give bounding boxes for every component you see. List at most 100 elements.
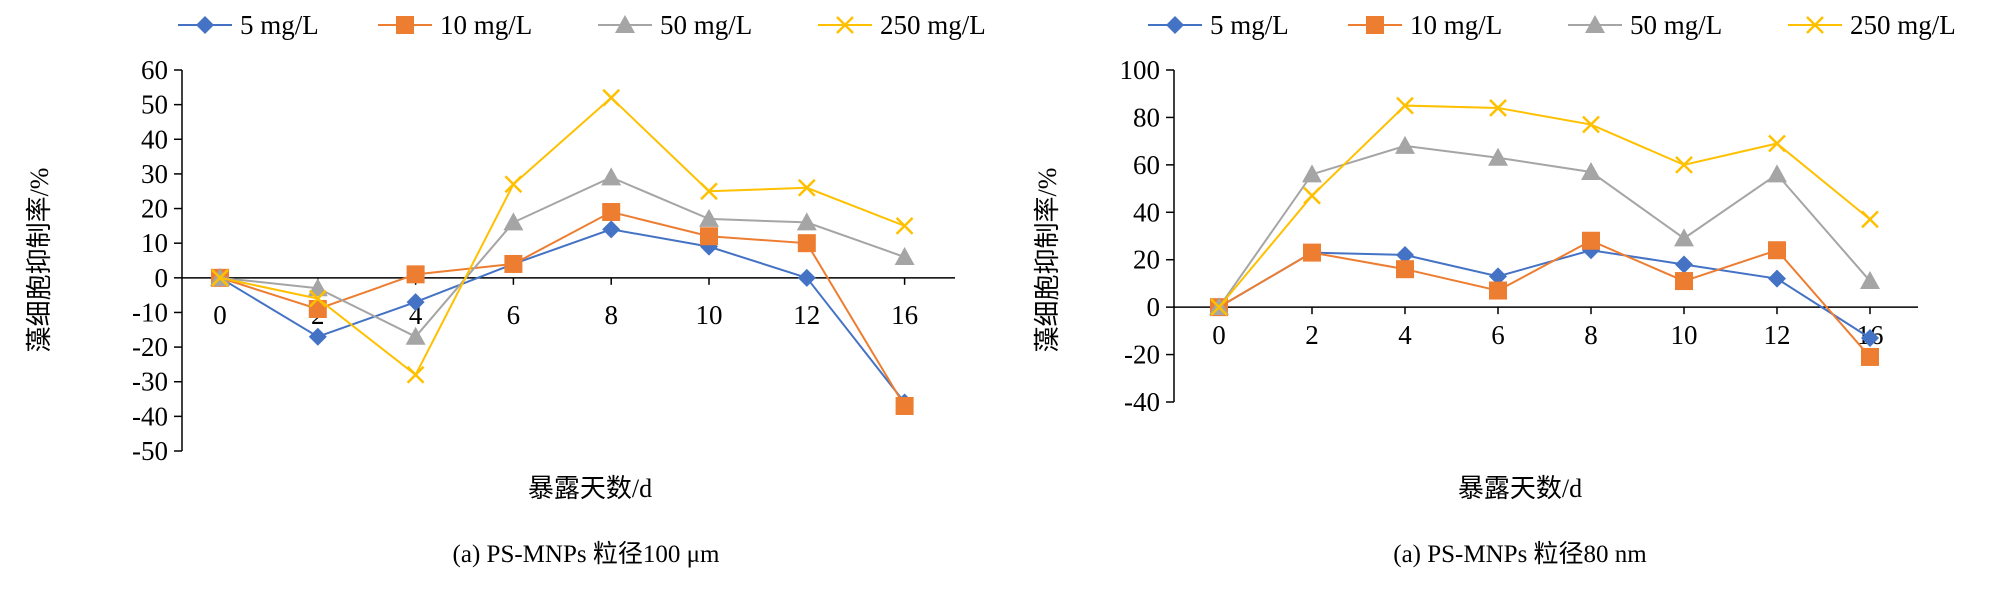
data-point <box>895 396 914 415</box>
x-tick-label: 16 <box>891 300 918 330</box>
data-point <box>211 268 229 287</box>
y-tick-label: -20 <box>1124 340 1160 370</box>
data-point <box>1396 245 1414 264</box>
data-point <box>1210 298 1228 317</box>
series-layer <box>210 88 915 415</box>
data-point <box>1303 186 1321 205</box>
x-tick-label: 10 <box>696 300 723 330</box>
data-point <box>308 327 327 346</box>
data-point <box>797 178 816 197</box>
legend-marker <box>1585 15 1605 33</box>
y-tick-label: 50 <box>141 90 168 120</box>
series-250-mg-per-L <box>211 88 914 384</box>
y-tick-label: -50 <box>132 436 168 466</box>
series-line <box>1218 144 1871 308</box>
legend-marker <box>836 16 854 34</box>
legend: 5 mg/L 10 mg/L 50 mg/L 250 mg/L <box>1148 10 1956 40</box>
y-tick-label: 20 <box>1133 245 1160 275</box>
legend-marker <box>396 16 414 34</box>
data-point <box>1675 255 1693 274</box>
data-point <box>1860 271 1880 290</box>
data-point <box>1675 272 1693 291</box>
y-tick-label: 0 <box>155 263 169 293</box>
data-point <box>895 216 914 235</box>
x-axis-label: 暴露天数/d <box>1458 474 1582 503</box>
x-tick-label: 2 <box>1305 320 1319 350</box>
x-axis-label: 暴露天数/d <box>528 474 652 503</box>
y-tick-label: 30 <box>141 159 168 189</box>
data-point <box>1582 115 1600 134</box>
series-layer <box>1209 96 1880 366</box>
data-point <box>1489 267 1507 286</box>
x-tick-label: 12 <box>793 300 820 330</box>
data-point <box>1674 228 1694 247</box>
data-point <box>1303 243 1321 262</box>
data-point <box>504 175 523 194</box>
x-tick-label: 10 <box>1671 320 1698 350</box>
data-point <box>601 167 622 186</box>
data-point <box>1767 164 1787 183</box>
legend: 5 mg/L 10 mg/L 50 mg/L 250 mg/L <box>178 10 986 40</box>
legend-label: 50 mg/L <box>660 10 752 40</box>
y-tick-label: 20 <box>141 194 168 224</box>
legend-entry: 50 mg/L <box>598 10 752 40</box>
data-point <box>1861 347 1879 366</box>
data-point <box>602 220 621 239</box>
data-point <box>1302 164 1322 183</box>
series-line <box>1218 104 1871 308</box>
x-tick-label: 4 <box>1398 320 1412 350</box>
x-tick-label: 6 <box>1491 320 1505 350</box>
series-line <box>219 176 905 338</box>
y-tick-label: -10 <box>132 297 168 327</box>
y-axis-label: 藻细胞抑制率/% <box>25 168 54 353</box>
x-tick-label: 0 <box>213 300 227 330</box>
y-tick-label: -20 <box>132 332 168 362</box>
y-tick-label: -30 <box>132 367 168 397</box>
series-line <box>219 96 905 377</box>
legend-label: 10 mg/L <box>440 10 532 40</box>
data-point <box>308 289 327 308</box>
data-point <box>1396 96 1414 115</box>
y-tick-label: 60 <box>1133 150 1160 180</box>
data-point <box>894 247 915 266</box>
y-tick-label: -40 <box>1124 387 1160 417</box>
figure-caption: (a) PS-MNPs 粒径100 μm <box>453 540 720 568</box>
legend-label: 250 mg/L <box>880 10 986 40</box>
series-line <box>219 210 906 407</box>
y-tick-label: 10 <box>141 228 168 258</box>
data-point <box>700 182 718 201</box>
data-point <box>602 203 621 222</box>
data-point <box>1396 260 1414 279</box>
x-tick-label: 8 <box>1584 320 1598 350</box>
y-tick-label: 80 <box>1133 102 1160 132</box>
legend-marker <box>1806 16 1824 34</box>
data-point <box>1395 135 1415 154</box>
series-line <box>1218 249 1871 339</box>
data-point <box>1768 241 1786 260</box>
y-tick-label: 60 <box>141 55 168 85</box>
data-point <box>1768 269 1786 288</box>
x-tick-label: 12 <box>1764 320 1791 350</box>
y-tick-label: 0 <box>1147 292 1161 322</box>
legend-marker <box>196 16 214 34</box>
y-axis-label: 藻细胞抑制率/% <box>1033 168 1062 353</box>
data-point <box>797 268 816 287</box>
legend-entry: 10 mg/L <box>378 10 532 40</box>
legend-entry: 250 mg/L <box>1788 10 1956 40</box>
legend-marker <box>1366 16 1384 34</box>
data-point <box>700 227 718 246</box>
data-point <box>1488 147 1508 166</box>
legend-marker <box>615 15 635 33</box>
data-point <box>699 208 719 227</box>
y-tick-label: 100 <box>1120 55 1161 85</box>
data-point <box>405 326 426 345</box>
data-point <box>1675 155 1693 174</box>
data-point <box>503 212 524 231</box>
series-line <box>1218 239 1871 358</box>
legend-entry: 50 mg/L <box>1568 10 1722 40</box>
y-tick-label: 40 <box>1133 197 1160 227</box>
data-point <box>1581 161 1601 180</box>
